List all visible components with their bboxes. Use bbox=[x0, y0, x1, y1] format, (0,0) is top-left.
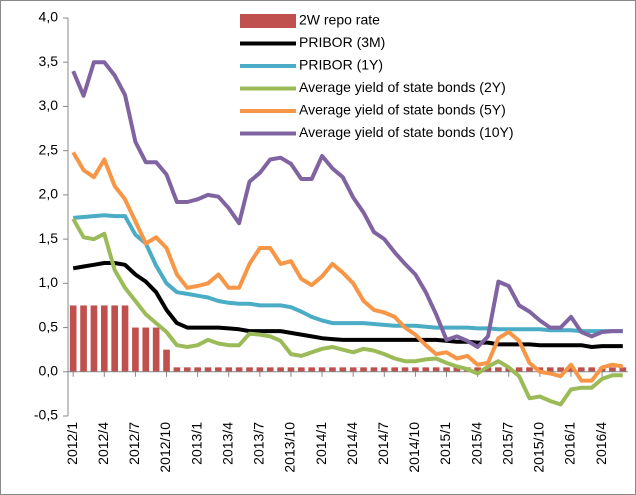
y-tick-label: 3,5 bbox=[39, 53, 59, 69]
legend-label: PRIBOR (1Y) bbox=[299, 57, 383, 73]
x-tick-label: 2014/7 bbox=[375, 422, 391, 465]
bar bbox=[225, 367, 233, 372]
bar bbox=[380, 367, 388, 372]
x-tick-label: 2012/4 bbox=[95, 422, 111, 465]
x-tick-label: 2015/10 bbox=[531, 422, 547, 473]
y-tick-label: 0,0 bbox=[39, 362, 59, 378]
bar bbox=[329, 367, 336, 372]
bar bbox=[121, 305, 129, 372]
bar bbox=[287, 367, 295, 372]
bar bbox=[152, 327, 160, 372]
y-tick-label: 1,0 bbox=[39, 274, 59, 290]
x-tick-label: 2013/4 bbox=[219, 422, 235, 465]
bar bbox=[412, 367, 419, 372]
bar bbox=[432, 367, 440, 372]
y-tick-label: 1,5 bbox=[39, 230, 59, 246]
legend-label: Average yield of state bonds (5Y) bbox=[299, 102, 506, 118]
x-tick-label: 2016/1 bbox=[562, 422, 578, 465]
bar bbox=[557, 367, 564, 372]
line bbox=[71, 151, 624, 383]
bar bbox=[588, 367, 596, 372]
bar bbox=[619, 367, 627, 372]
line bbox=[71, 217, 623, 407]
bar bbox=[298, 367, 305, 372]
bar bbox=[215, 367, 222, 372]
bar bbox=[526, 367, 533, 372]
x-tick-label: 2013/10 bbox=[282, 422, 298, 473]
bar bbox=[246, 367, 253, 372]
y-tick-label: -0,5 bbox=[34, 407, 58, 423]
x-tick-label: 2014/1 bbox=[313, 422, 329, 465]
x-tick-label: 2012/10 bbox=[157, 422, 173, 473]
bar bbox=[132, 327, 139, 372]
bar bbox=[100, 305, 108, 372]
bar bbox=[578, 367, 585, 372]
bar bbox=[69, 305, 77, 372]
legend-label: PRIBOR (3M) bbox=[299, 34, 385, 50]
y-tick-label: 0,5 bbox=[39, 318, 59, 334]
bar bbox=[277, 367, 284, 372]
legend-label: Average yield of state bonds (2Y) bbox=[299, 79, 506, 95]
bar bbox=[339, 367, 347, 372]
bar bbox=[443, 367, 450, 372]
bar bbox=[235, 367, 243, 372]
bar bbox=[256, 367, 264, 372]
bar bbox=[484, 367, 492, 372]
x-tick-label: 2012/7 bbox=[126, 422, 142, 465]
bar bbox=[194, 367, 201, 372]
x-tick-label: 2015/1 bbox=[437, 422, 453, 465]
bar bbox=[183, 367, 191, 372]
x-tick-label: 2015/4 bbox=[468, 422, 484, 465]
bar bbox=[495, 367, 502, 372]
x-tick-label: 2015/7 bbox=[499, 422, 515, 465]
x-tick-label: 2013/7 bbox=[251, 422, 267, 465]
bar bbox=[266, 367, 274, 372]
line bbox=[72, 261, 623, 349]
y-tick-label: 2,0 bbox=[39, 186, 59, 202]
bar bbox=[391, 367, 398, 372]
bar bbox=[163, 349, 170, 372]
bar bbox=[318, 367, 326, 372]
legend-label: Average yield of state bonds (10Y) bbox=[299, 124, 514, 140]
bar bbox=[567, 367, 575, 372]
bar bbox=[360, 367, 367, 372]
bar bbox=[204, 367, 212, 372]
x-tick-label: 2013/1 bbox=[188, 422, 204, 465]
bar bbox=[515, 367, 523, 372]
bar bbox=[474, 367, 481, 372]
x-tick-label: 2014/4 bbox=[344, 422, 360, 465]
y-tick-label: 3,0 bbox=[39, 97, 59, 113]
legend-label: 2W repo rate bbox=[299, 12, 380, 28]
x-tick-label: 2012/1 bbox=[64, 422, 80, 465]
bar bbox=[401, 367, 409, 372]
y-tick-label: 4,0 bbox=[39, 9, 59, 25]
bar bbox=[422, 367, 430, 372]
bar bbox=[349, 367, 357, 372]
bar bbox=[546, 367, 554, 372]
bar bbox=[370, 367, 378, 372]
y-tick-label: 2,5 bbox=[39, 141, 59, 157]
bar bbox=[308, 367, 316, 372]
legend-swatch bbox=[240, 14, 296, 28]
bar bbox=[142, 327, 150, 372]
x-tick-label: 2016/4 bbox=[593, 422, 609, 465]
bar bbox=[111, 305, 118, 372]
bar bbox=[80, 305, 87, 372]
bar bbox=[453, 367, 461, 372]
bar bbox=[90, 305, 98, 372]
line bbox=[71, 60, 623, 349]
line bbox=[73, 213, 623, 334]
bar bbox=[609, 367, 616, 372]
x-tick-label: 2014/10 bbox=[406, 422, 422, 473]
bar bbox=[173, 367, 181, 372]
